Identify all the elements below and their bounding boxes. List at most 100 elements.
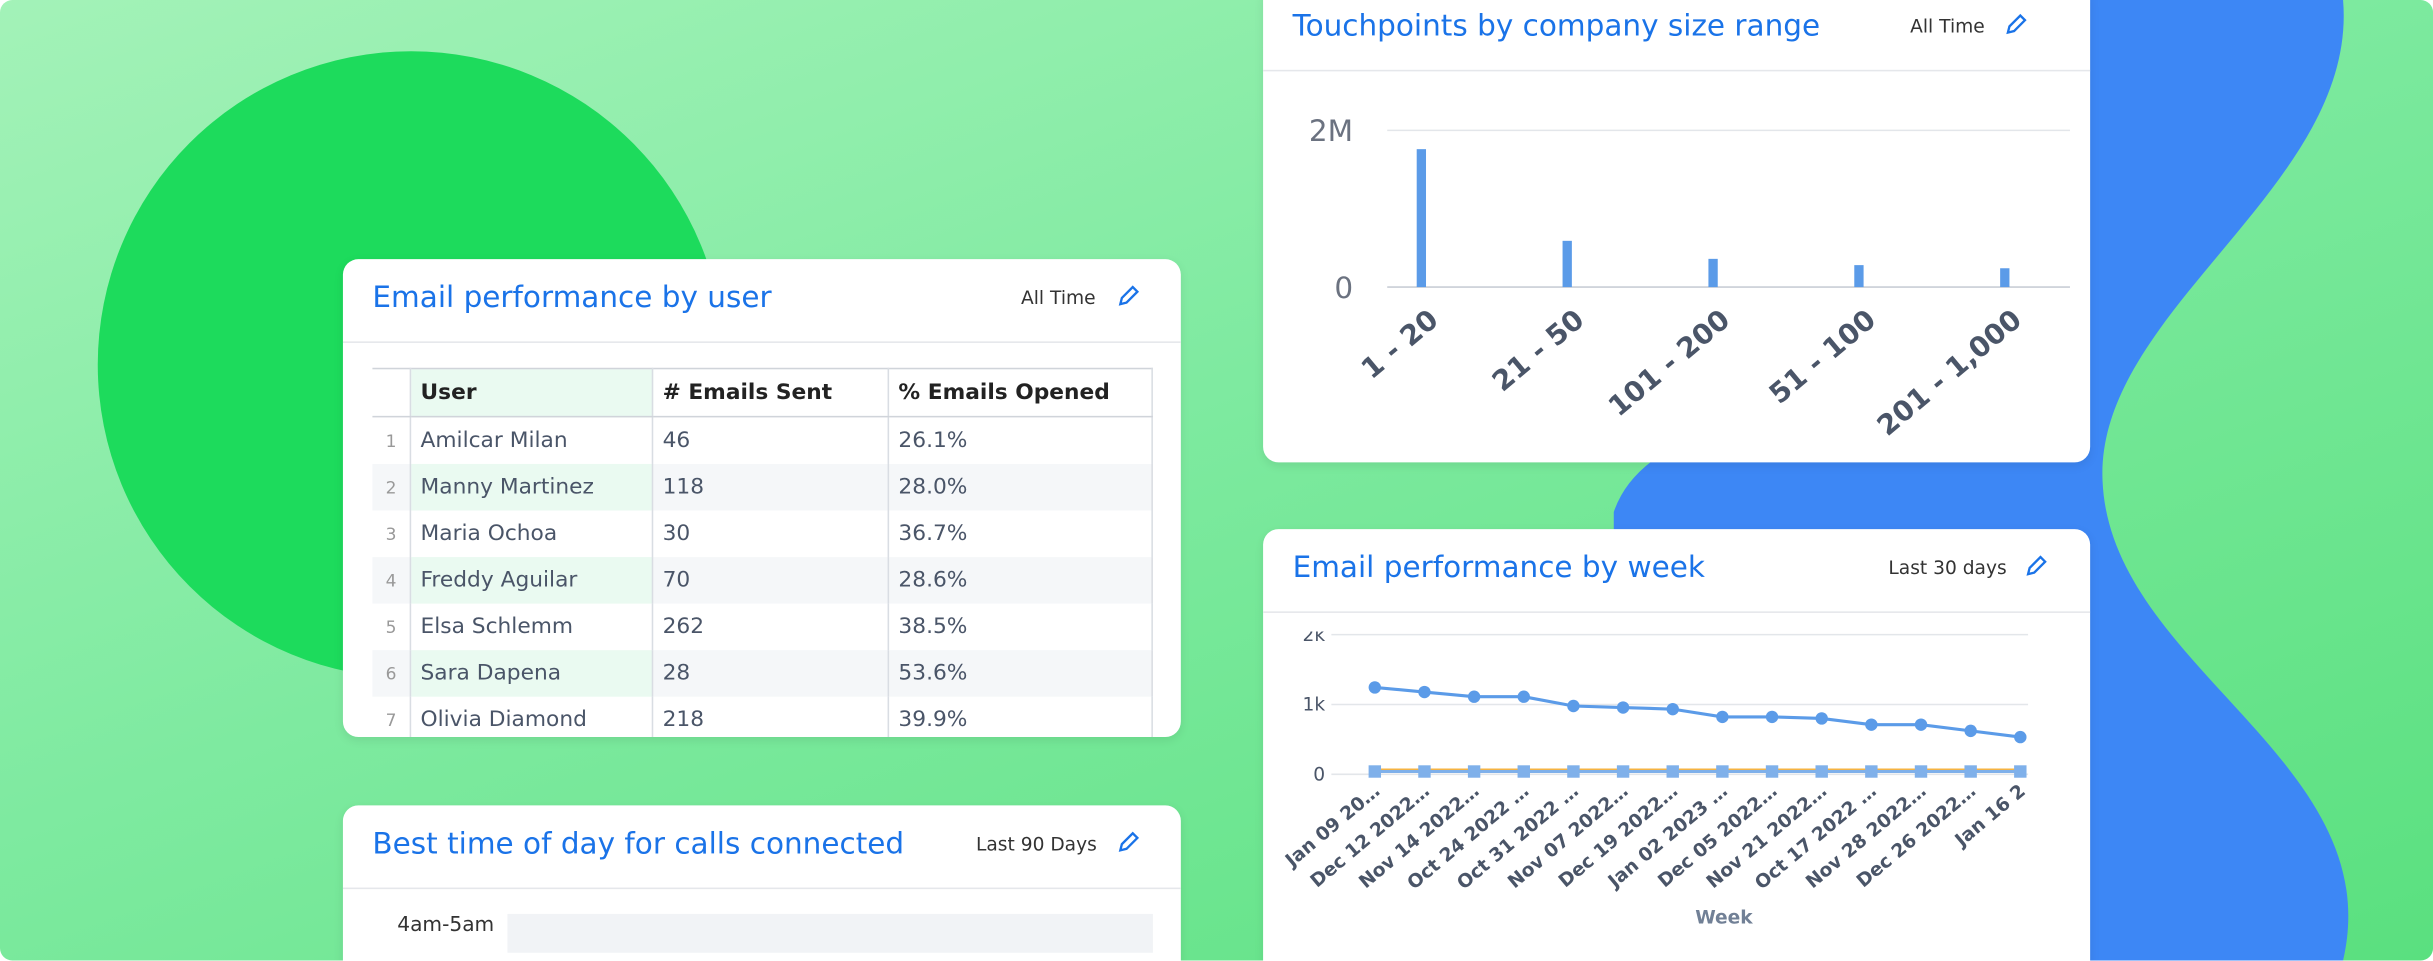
table-row[interactable]: 7 Olivia Diamond 218 39.9% bbox=[372, 696, 1153, 738]
heatmap-card: Best time of day for calls connected Las… bbox=[342, 805, 1181, 961]
table-cell: Manny Martinez bbox=[410, 463, 654, 511]
divider bbox=[1263, 611, 2091, 613]
bar bbox=[1854, 265, 1864, 288]
point bbox=[2014, 730, 2027, 744]
table-row[interactable]: 6 Sara Dapena 28 53.6% bbox=[372, 650, 1153, 697]
table-cell: 3 bbox=[372, 510, 412, 558]
column-header[interactable]: # Emails Sent bbox=[652, 367, 890, 418]
table-cell: 46 bbox=[652, 416, 890, 464]
heatmap-row bbox=[507, 913, 1153, 953]
point bbox=[2014, 765, 2027, 778]
point bbox=[1418, 685, 1431, 699]
table-cell: 36.7% bbox=[888, 510, 1153, 558]
table-cell: Olivia Diamond bbox=[410, 696, 654, 738]
edit-icon[interactable] bbox=[2023, 554, 2048, 579]
table-row[interactable]: 3 Maria Ochoa 30 36.7% bbox=[372, 510, 1153, 558]
user-table: User # Emails Sent % Emails Opened 1 Amil… bbox=[372, 367, 1153, 738]
y-tick-label: 2M bbox=[1309, 114, 1353, 148]
table-cell: Maria Ochoa bbox=[410, 510, 654, 558]
y-tick-label: 2k bbox=[1303, 625, 1326, 646]
edit-icon[interactable] bbox=[2003, 12, 2028, 37]
point bbox=[1467, 690, 1481, 703]
point bbox=[1964, 724, 1977, 738]
x-axis-label: Week bbox=[1695, 907, 1753, 928]
date-range[interactable]: Last 30 days bbox=[1888, 557, 2007, 579]
point bbox=[1567, 765, 1580, 778]
table-row[interactable]: 1 Amilcar Milan 46 26.1% bbox=[372, 416, 1153, 464]
row-label: 4am-5am bbox=[397, 913, 495, 938]
table-cell: 28 bbox=[652, 650, 890, 697]
point bbox=[1815, 765, 1828, 778]
bar bbox=[1562, 240, 1572, 288]
table-cell: 6 bbox=[372, 650, 412, 697]
point bbox=[1815, 712, 1828, 725]
point bbox=[1964, 765, 1977, 778]
table-cell: 26.1% bbox=[888, 416, 1153, 464]
point bbox=[1716, 765, 1729, 778]
table-cell: 262 bbox=[652, 603, 890, 651]
card-title: Email performance by user bbox=[372, 280, 772, 315]
table-cell: Sara Dapena bbox=[410, 650, 654, 697]
table-cell: 28.6% bbox=[888, 557, 1153, 604]
point bbox=[1616, 765, 1630, 778]
table-card: Email performance by user All Time User … bbox=[342, 259, 1181, 738]
table-cell: 70 bbox=[652, 557, 890, 604]
table-cell: 118 bbox=[652, 463, 890, 511]
x-tick-label: 201 - 1,000 bbox=[1871, 303, 2028, 442]
divider bbox=[342, 341, 1181, 343]
table-cell: 38.5% bbox=[888, 603, 1153, 651]
table-cell: 53.6% bbox=[888, 650, 1153, 697]
table-row[interactable]: 2 Manny Martinez 118 28.0% bbox=[372, 463, 1153, 511]
point bbox=[1517, 690, 1530, 703]
point bbox=[1666, 702, 1679, 716]
card-title: Touchpoints by company size range bbox=[1292, 9, 1821, 44]
date-range[interactable]: Last 90 Days bbox=[976, 833, 1097, 855]
point bbox=[1368, 765, 1382, 778]
x-tick-label: 51 - 100 bbox=[1763, 303, 1882, 411]
date-range[interactable]: All Time bbox=[1910, 15, 1985, 38]
series-line bbox=[1374, 685, 2021, 739]
point bbox=[1666, 765, 1679, 778]
edit-icon[interactable] bbox=[1116, 284, 1141, 309]
table-cell: Amilcar Milan bbox=[410, 416, 654, 464]
table-row[interactable]: 4 Freddy Aguilar 70 28.6% bbox=[372, 557, 1153, 604]
table-cell: 28.0% bbox=[888, 463, 1153, 511]
point bbox=[1467, 765, 1481, 778]
column-header[interactable]: User bbox=[410, 367, 654, 418]
table-cell: 39.9% bbox=[888, 696, 1153, 738]
point bbox=[1368, 681, 1382, 694]
point bbox=[1567, 699, 1580, 713]
table-cell: 7 bbox=[372, 696, 412, 738]
divider bbox=[1263, 69, 2091, 72]
point bbox=[1765, 765, 1779, 778]
table-cell: 218 bbox=[652, 696, 890, 738]
edit-icon[interactable] bbox=[1116, 830, 1141, 855]
table-row[interactable]: 5 Elsa Schlemm 262 38.5% bbox=[372, 603, 1153, 651]
table-cell: Elsa Schlemm bbox=[410, 603, 654, 651]
card-title: Best time of day for calls connected bbox=[372, 827, 905, 862]
table-cell: 2 bbox=[372, 463, 412, 511]
bar bbox=[1416, 149, 1427, 288]
x-tick-label: 1 - 20 bbox=[1355, 303, 1445, 386]
point bbox=[1765, 710, 1779, 724]
point bbox=[1517, 765, 1530, 778]
bar bbox=[2000, 268, 2010, 288]
point bbox=[1865, 765, 1878, 778]
x-tick-label: 101 - 200 bbox=[1602, 303, 1736, 423]
table-cell: 5 bbox=[372, 603, 412, 651]
point bbox=[1914, 718, 1928, 731]
divider bbox=[342, 887, 1181, 890]
point bbox=[1418, 765, 1431, 778]
y-tick-label: 1k bbox=[1303, 695, 1326, 716]
date-range[interactable]: All Time bbox=[1021, 287, 1096, 309]
bar bbox=[1708, 258, 1718, 288]
point bbox=[1616, 701, 1630, 714]
table-cell: Freddy Aguilar bbox=[410, 557, 654, 604]
column-header[interactable]: % Emails Opened bbox=[888, 367, 1153, 418]
card-title: Email performance by week bbox=[1292, 550, 1705, 585]
line-card: Email performance by week Last 30 days 0… bbox=[1263, 529, 2091, 961]
table-cell: 1 bbox=[372, 416, 412, 464]
